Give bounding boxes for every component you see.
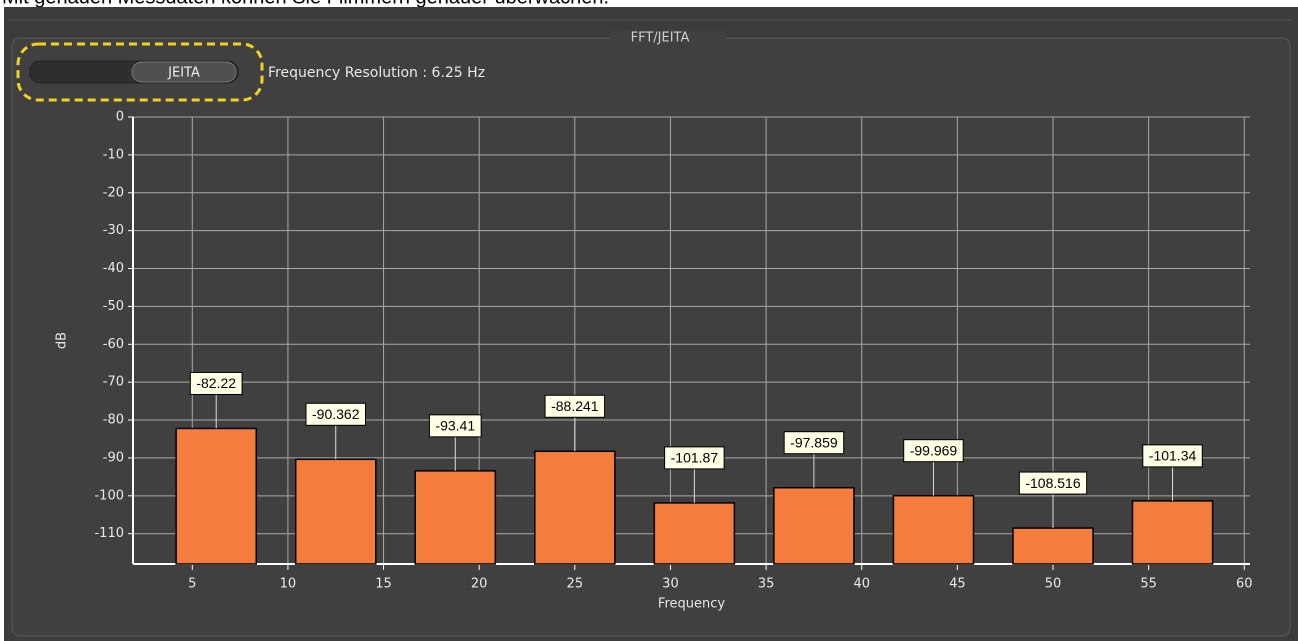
bar <box>892 494 975 565</box>
value-label-box <box>1018 471 1088 495</box>
value-label: -82.22 <box>196 375 236 391</box>
x-tick-label: 35 <box>758 577 775 592</box>
value-label: -88.241 <box>551 398 599 414</box>
x-tick-label: 5 <box>188 577 196 592</box>
value-label-box <box>189 371 243 395</box>
y-tick-label: -80 <box>103 413 124 428</box>
x-tick-label: 25 <box>567 577 584 592</box>
bar <box>653 502 736 565</box>
x-tick-label: 60 <box>1236 577 1253 592</box>
y-axis-label: dB <box>55 332 70 349</box>
y-tick-label: -60 <box>103 337 124 352</box>
value-label: -90.362 <box>312 406 360 422</box>
value-label: -97.859 <box>790 434 838 450</box>
y-tick-label: -110 <box>94 526 124 541</box>
value-label-box <box>903 439 964 463</box>
panel-title: FFT/JEITA <box>631 31 690 46</box>
x-tick-label: 20 <box>471 577 488 592</box>
bar <box>534 450 616 565</box>
value-label-box <box>783 431 845 455</box>
value-label: -101.87 <box>671 450 719 466</box>
x-axis-label: Frequency <box>658 597 725 612</box>
y-tick-label: -30 <box>103 223 124 238</box>
toggle-button[interactable] <box>131 61 237 83</box>
value-label-box <box>428 414 482 438</box>
x-tick-label: 55 <box>1140 577 1157 592</box>
x-tick-label: 15 <box>375 577 392 592</box>
y-tick-label: -70 <box>103 375 124 390</box>
x-tick-label: 50 <box>1045 577 1062 592</box>
x-tick-label: 45 <box>949 577 966 592</box>
y-tick-label: -100 <box>94 488 124 503</box>
bar <box>773 486 855 565</box>
value-label: -108.516 <box>1025 475 1080 491</box>
value-label-box <box>1142 444 1203 468</box>
highlight <box>16 42 264 102</box>
x-tick-label: 40 <box>853 577 870 592</box>
bar <box>1012 527 1094 565</box>
value-label: -93.41 <box>435 418 475 434</box>
bar <box>414 470 497 565</box>
value-label: -99.969 <box>910 442 958 458</box>
caption: Mit genauen Messdaten können Sie Flimmer… <box>2 0 609 8</box>
value-label-box <box>544 394 606 418</box>
y-tick-label: -20 <box>103 185 124 200</box>
value-label-box <box>664 446 725 470</box>
plot: 0 -10 -20 -30 -40 -50 -60 -70 -80 -90 -100 -110 5 10 1… <box>55 110 1253 612</box>
toggle-label: JEITA <box>167 66 200 81</box>
y-tick-label: -50 <box>103 299 124 314</box>
resolution-label: Frequency Resolution : 6.25 Hz <box>268 65 485 81</box>
y-tick-label: -90 <box>103 450 124 465</box>
bar <box>1131 500 1214 565</box>
y-tick-label: 0 <box>116 110 124 125</box>
bar <box>294 458 377 565</box>
value-label-box <box>305 402 366 426</box>
y-tick-label: -40 <box>103 261 124 276</box>
x-tick-label: 10 <box>280 577 297 592</box>
value-label: -101.34 <box>1149 448 1197 464</box>
y-tick-label: -10 <box>103 147 124 162</box>
title-bg <box>610 30 726 46</box>
x-tick-label: 30 <box>662 577 679 592</box>
bar <box>175 427 257 565</box>
